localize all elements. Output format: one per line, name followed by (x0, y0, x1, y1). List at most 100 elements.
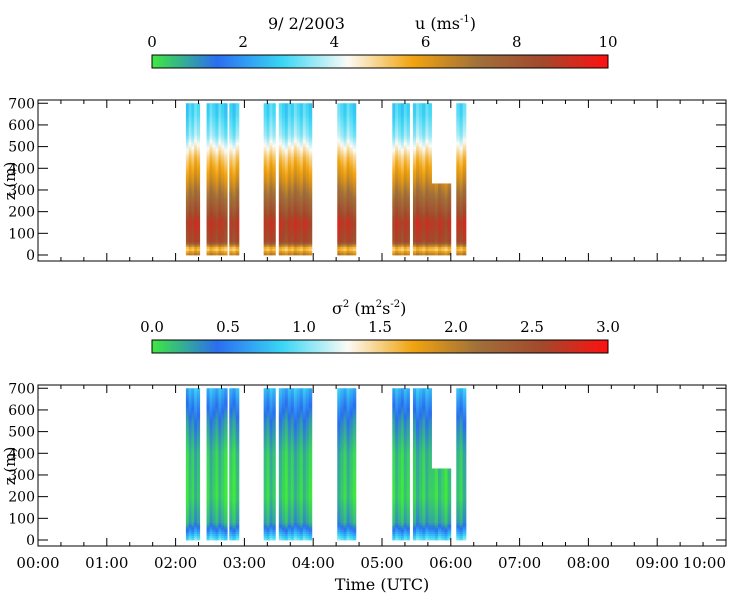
heatmap-cell (428, 114, 432, 117)
heatmap-cell (284, 181, 289, 184)
heatmap-cell (400, 168, 405, 171)
heatmap-cell (224, 218, 228, 221)
heatmap-cell (224, 133, 228, 137)
heatmap-cell (235, 189, 240, 193)
heatmap-cell (224, 522, 228, 526)
heatmap-cell (398, 150, 402, 154)
heatmap-cell (191, 252, 195, 256)
heatmap-cell (185, 477, 190, 480)
heatmap-cell (224, 144, 228, 148)
heatmap-cell (431, 183, 436, 187)
heatmap-cell (188, 388, 192, 391)
heatmap-cell (272, 237, 276, 241)
heatmap-cell (272, 146, 276, 150)
heatmap-cell (218, 187, 222, 191)
heatmap-cell (224, 252, 228, 256)
heatmap-cell (188, 485, 192, 489)
heatmap-cell (290, 196, 295, 200)
heatmap-cell (196, 531, 201, 534)
heatmap-cell (428, 233, 432, 236)
heatmap-cell (400, 107, 405, 111)
heatmap-cell (416, 131, 420, 134)
heatmap-cell (185, 224, 190, 228)
heatmap-cell (412, 185, 417, 189)
heatmap-cell (403, 142, 408, 145)
heatmap-cell (194, 187, 198, 191)
heatmap-cell (305, 168, 310, 171)
heatmap-cell (346, 172, 351, 176)
heatmap-cell (403, 235, 408, 239)
heatmap-cell (302, 202, 307, 206)
heatmap-cell (419, 209, 423, 213)
heatmap-cell (221, 231, 225, 234)
heatmap-cell (346, 239, 351, 243)
heatmap-cell (229, 111, 233, 115)
heatmap-cell (302, 118, 307, 121)
heatmap-cell (269, 114, 273, 117)
heatmap-cell (218, 228, 222, 232)
heatmap-cell (212, 131, 216, 134)
heatmap-cell (422, 235, 426, 239)
heatmap-cell (235, 235, 240, 239)
heatmap-cell (437, 215, 442, 219)
heatmap-cell (206, 503, 210, 506)
heatmap-cell (447, 246, 452, 249)
heatmap-cell (224, 237, 228, 241)
heatmap-cell (188, 487, 192, 491)
heatmap-cell (412, 252, 417, 256)
heatmap-cell (212, 481, 216, 485)
heatmap-cell (462, 137, 467, 141)
heatmap-cell (191, 237, 195, 241)
heatmap-cell (235, 144, 240, 148)
heatmap-cell (343, 109, 347, 113)
heatmap-cell (218, 518, 222, 521)
heatmap-cell (428, 122, 432, 126)
heatmap-cell (229, 509, 233, 513)
heatmap-cell (308, 168, 313, 171)
heatmap-cell (299, 181, 304, 184)
heatmap-cell (308, 218, 313, 221)
heatmap-cell (224, 187, 228, 191)
heatmap-cell (185, 507, 190, 511)
heatmap-cell (232, 498, 237, 502)
heatmap-cell (224, 412, 228, 415)
heatmap-cell (224, 396, 228, 400)
heatmap-cell (428, 131, 432, 134)
heatmap-cell (188, 524, 192, 528)
heatmap-cell (395, 161, 399, 165)
heatmap-cell (296, 174, 301, 178)
heatmap-cell (185, 511, 190, 515)
heatmap-cell (209, 107, 213, 111)
heatmap-cell (290, 200, 295, 204)
heatmap-cell (235, 215, 240, 219)
heatmap-cell (229, 388, 233, 391)
heatmap-cell (188, 474, 192, 478)
heatmap-cell (305, 153, 310, 156)
heatmap-cell (221, 226, 225, 230)
heatmap-cell (395, 146, 399, 150)
heatmap-cell (281, 202, 286, 206)
heatmap-cell (400, 174, 405, 178)
heatmap-cell (212, 244, 216, 247)
heatmap-cell (444, 205, 448, 208)
heatmap-cell (346, 155, 351, 158)
heatmap-cell (224, 114, 228, 117)
heatmap-cell (209, 213, 213, 217)
heatmap-cell (392, 198, 396, 202)
heatmap-cell (428, 181, 432, 184)
heatmap-cell (212, 192, 216, 195)
heatmap-cell (284, 213, 289, 217)
heatmap-cell (287, 122, 292, 126)
heatmap-cell (462, 103, 467, 106)
heatmap-cell (416, 181, 420, 184)
heatmap-cell (229, 505, 233, 508)
heatmap-cell (425, 170, 429, 174)
heatmap-cell (232, 155, 237, 158)
heatmap-cell (352, 127, 357, 130)
heatmap-cell (185, 109, 190, 113)
heatmap-cell (302, 135, 307, 139)
heatmap-cell (272, 111, 276, 115)
heatmap-cell (346, 215, 351, 219)
heatmap-cell (191, 220, 195, 223)
heatmap-cell (269, 140, 273, 143)
